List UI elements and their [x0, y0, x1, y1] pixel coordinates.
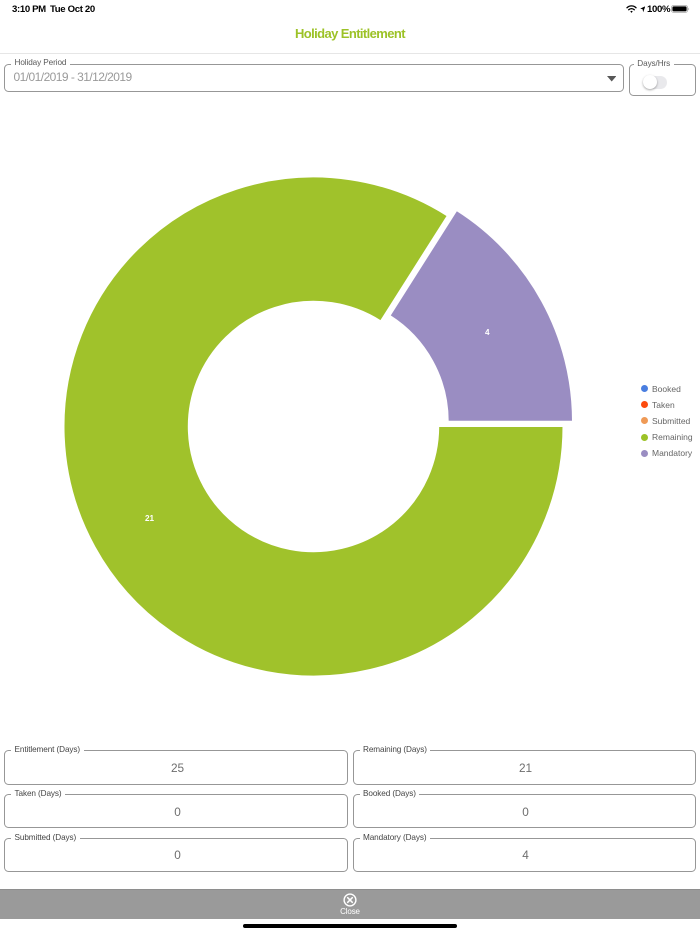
- svg-text:4: 4: [485, 328, 490, 337]
- svg-text:21: 21: [145, 514, 155, 523]
